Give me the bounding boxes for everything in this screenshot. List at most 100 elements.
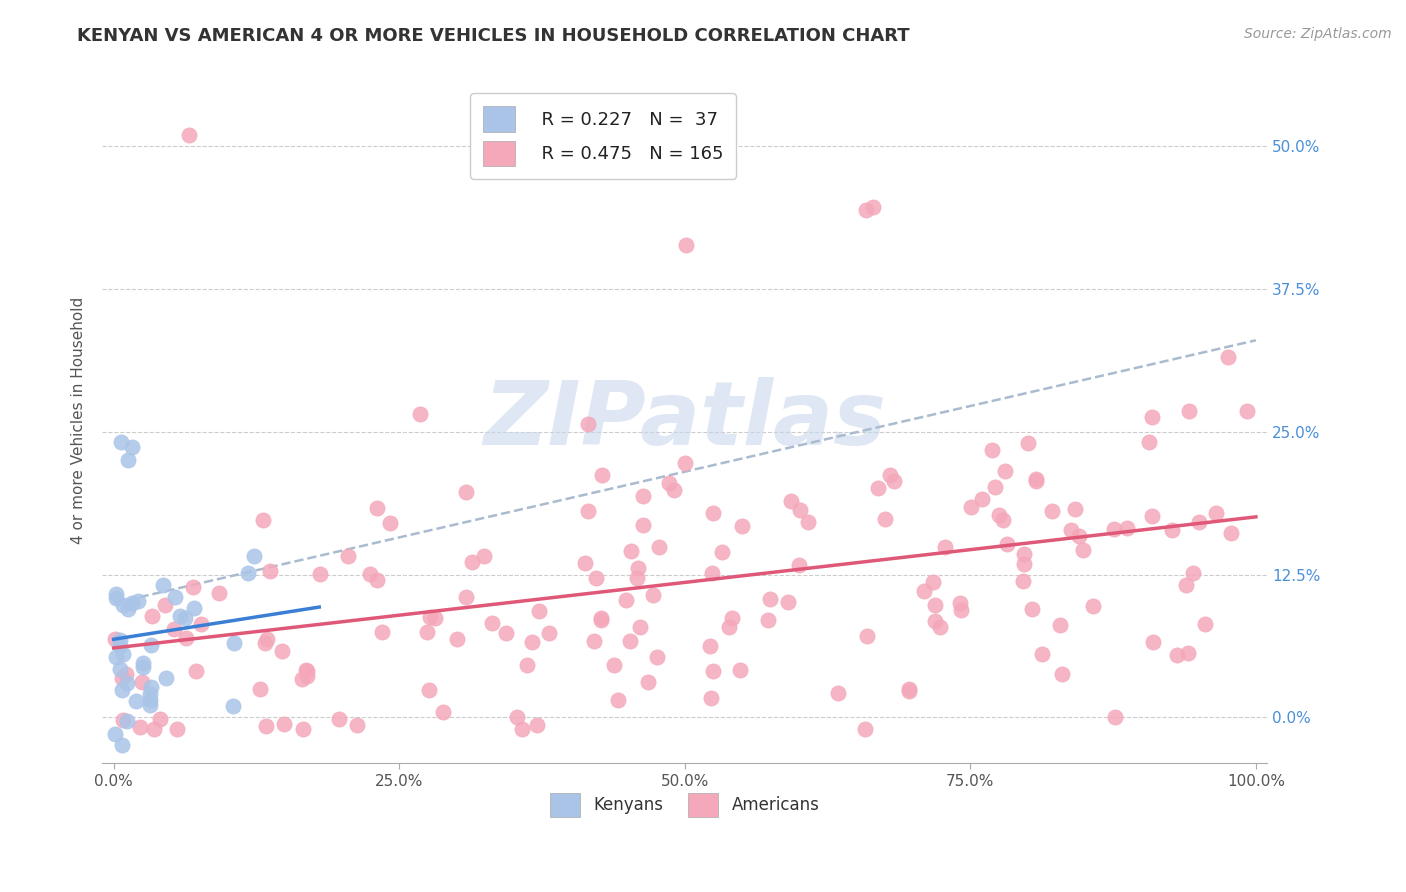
Point xyxy=(1025,475,1047,489)
Point xyxy=(950,603,973,617)
Point xyxy=(184,665,207,679)
Point xyxy=(432,705,454,719)
Point xyxy=(711,545,734,559)
Point xyxy=(108,632,131,647)
Point xyxy=(527,604,550,618)
Point xyxy=(862,200,884,214)
Point xyxy=(117,675,139,690)
Point xyxy=(645,650,668,665)
Point xyxy=(717,620,740,634)
Point xyxy=(295,664,318,678)
Point xyxy=(359,566,381,581)
Point xyxy=(728,664,751,678)
Point xyxy=(112,599,135,613)
Point xyxy=(972,491,994,506)
Point xyxy=(620,544,643,558)
Point xyxy=(131,675,153,690)
Point xyxy=(238,566,260,581)
Point xyxy=(866,481,889,495)
Point xyxy=(1216,350,1239,364)
Point xyxy=(627,561,650,575)
Point xyxy=(1012,574,1035,588)
Point xyxy=(658,476,681,491)
Point xyxy=(576,417,599,431)
Point xyxy=(643,588,665,602)
Point xyxy=(166,722,188,736)
Point xyxy=(855,203,877,218)
Point xyxy=(589,610,612,624)
Point xyxy=(582,634,605,648)
Point xyxy=(181,580,204,594)
Point xyxy=(259,565,281,579)
Point xyxy=(1116,521,1139,535)
Point xyxy=(117,714,139,728)
Point xyxy=(883,474,905,488)
Point xyxy=(675,238,697,252)
Point xyxy=(221,698,243,713)
Point xyxy=(853,722,876,736)
Point xyxy=(1104,710,1126,724)
Point xyxy=(121,596,143,610)
Point xyxy=(879,467,901,482)
Point xyxy=(631,489,654,503)
Point xyxy=(419,609,441,624)
Point xyxy=(664,483,686,498)
Text: ZIPatlas: ZIPatlas xyxy=(484,376,886,464)
Point xyxy=(1017,435,1039,450)
Point xyxy=(110,639,132,653)
Point xyxy=(1081,599,1104,614)
Point xyxy=(418,682,440,697)
Point xyxy=(1021,601,1043,615)
Point xyxy=(1166,648,1188,662)
Point xyxy=(980,443,1002,458)
Point xyxy=(789,503,811,517)
Point xyxy=(183,601,205,615)
Point xyxy=(987,508,1010,523)
Point xyxy=(603,658,626,673)
Point xyxy=(110,662,132,676)
Point xyxy=(1194,616,1216,631)
Point xyxy=(776,595,799,609)
Point xyxy=(297,669,319,683)
Point xyxy=(1025,472,1047,486)
Point xyxy=(1060,524,1083,538)
Point xyxy=(425,611,447,625)
Point xyxy=(984,480,1007,494)
Point xyxy=(1012,557,1035,571)
Point xyxy=(481,615,503,630)
Point xyxy=(1188,515,1211,529)
Point xyxy=(873,512,896,526)
Point xyxy=(1049,618,1071,632)
Point xyxy=(121,440,143,454)
Point xyxy=(1142,634,1164,648)
Point xyxy=(779,494,801,508)
Point xyxy=(614,592,637,607)
Point xyxy=(516,657,538,672)
Point xyxy=(308,567,330,582)
Point xyxy=(855,629,877,643)
Point xyxy=(328,712,350,726)
Point xyxy=(132,657,155,671)
Point xyxy=(139,693,162,707)
Point xyxy=(1069,529,1091,543)
Point xyxy=(416,625,439,640)
Point xyxy=(1031,647,1053,661)
Point xyxy=(585,571,607,585)
Point xyxy=(730,519,752,533)
Point xyxy=(155,672,177,686)
Point xyxy=(797,516,820,530)
Point xyxy=(1052,667,1074,681)
Point xyxy=(607,693,630,707)
Point xyxy=(153,598,176,612)
Point xyxy=(700,566,723,580)
Point xyxy=(139,638,162,652)
Point xyxy=(163,623,186,637)
Point xyxy=(131,660,153,674)
Point xyxy=(346,717,368,731)
Point xyxy=(721,611,744,625)
Point xyxy=(897,683,920,698)
Point xyxy=(1040,504,1063,518)
Point xyxy=(1102,521,1125,535)
Point xyxy=(270,644,292,658)
Point xyxy=(409,408,432,422)
